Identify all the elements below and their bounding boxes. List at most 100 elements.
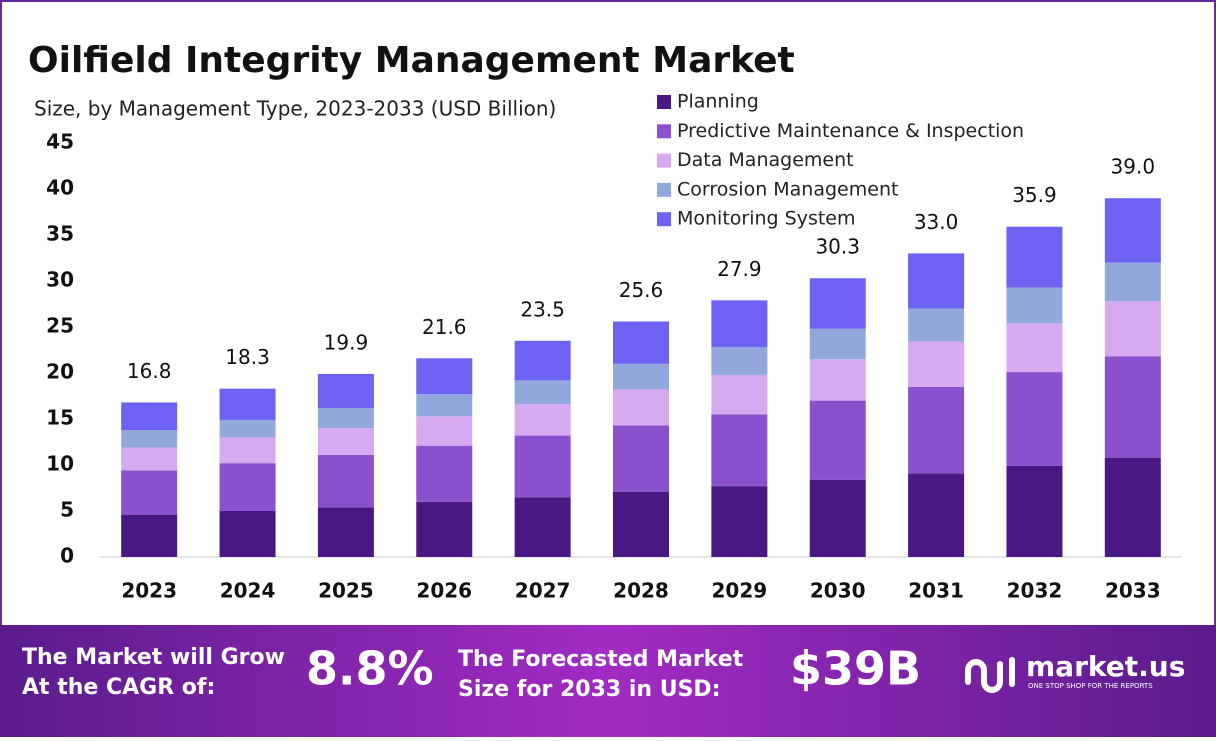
x-tick-label: 2032 [1007,579,1063,603]
bar-segment [416,501,473,557]
bar-segment [613,425,669,492]
total-label: 19.9 [324,330,369,354]
total-label: 16.8 [127,359,172,383]
bar-segment [1006,372,1063,466]
bar-segment [416,445,473,502]
bar-segment [514,435,571,498]
legend-label: Data Management [677,149,854,171]
bar-segment [219,463,276,511]
y-tick-label: 30 [46,268,74,292]
bar-segment [317,407,374,429]
bar-segment [1006,323,1063,373]
logo-icon [965,657,1015,693]
bar-segment [416,394,473,417]
bar-segment [317,454,374,508]
bar-segment [1104,457,1161,557]
x-tick-label: 2030 [810,579,866,603]
total-label: 33.0 [914,210,959,234]
bar-segment [121,447,178,471]
chart-title: Oilfield Integrity Management Market [28,40,795,81]
y-tick-label: 10 [46,452,74,476]
banner-text: The Forecasted Market [458,647,744,672]
banner-text: Size for 2033 in USD: [458,677,721,702]
bar-segment [711,414,768,487]
bar-segment [1006,287,1063,324]
bar-segment [416,416,473,446]
total-label: 25.6 [619,278,664,302]
bar-segment [121,514,178,557]
bar-segment [908,341,965,387]
y-tick-label: 5 [60,498,74,522]
y-tick-label: 20 [46,360,74,384]
total-label: 18.3 [225,345,270,369]
legend-swatch [657,124,671,139]
bar-segment [1104,262,1161,302]
brand: market.us [1026,650,1185,683]
plot: 051015202530354045202316.8202418.3202519… [46,91,1182,603]
bar-segment [1104,356,1161,458]
chart-subtitle: Size, by Management Type, 2023-2033 (USD… [34,97,556,121]
bar-segment [219,388,276,420]
bar-segment [317,373,374,408]
bar-segment [613,363,669,390]
bar-segment [514,497,571,557]
x-tick-label: 2025 [318,579,374,603]
bar-segment [317,428,374,455]
total-label: 39.0 [1111,155,1156,179]
bar-segment [809,479,866,557]
bar-segment [908,253,965,309]
x-tick-label: 2023 [121,579,177,603]
bar-segment [613,321,669,364]
legend-swatch [657,182,671,197]
banner-text: The Market will Grow [22,645,285,670]
total-label: 21.6 [422,315,467,339]
tagline: ONE STOP SHOP FOR THE REPORTS [1028,682,1153,690]
bar-segment [121,402,178,431]
banner-value: 8.8% [306,642,434,696]
y-tick-label: 15 [46,406,74,430]
bar-segment [711,486,768,557]
x-tick-label: 2033 [1105,579,1161,603]
bar-segment [809,278,866,329]
legend-swatch [657,95,671,109]
bar-segment [121,430,178,448]
bar-segment [1104,301,1161,357]
y-tick-label: 0 [60,544,74,568]
total-label: 27.9 [717,257,762,281]
bar-segment [711,347,768,375]
bar-segment [219,437,276,464]
bar-segment [1104,198,1161,263]
x-tick-label: 2026 [416,579,472,603]
bar-segment [1006,226,1063,288]
legend-label: Predictive Maintenance & Inspection [677,120,1024,142]
bar-segment [514,340,571,381]
bar-segment [908,473,965,557]
bar-segment [711,374,768,415]
bar-segment [809,359,866,401]
bar-segment [1006,465,1063,557]
total-label: 23.5 [520,297,565,321]
x-tick-label: 2028 [613,579,669,603]
bar-segment [121,470,178,515]
bar-segment [613,389,669,426]
legend-swatch [657,153,671,168]
total-label: 30.3 [815,235,860,259]
legend-swatch [657,212,671,227]
x-tick-label: 2029 [712,579,768,603]
bar-segment [711,300,768,348]
x-tick-label: 2024 [220,579,276,603]
bar-segment [317,507,374,557]
legend-label: Planning [677,91,759,113]
x-tick-label: 2027 [515,579,571,603]
bar-segment [514,404,571,436]
y-tick-label: 45 [46,130,74,154]
bar-segment [219,511,276,557]
bar-segment [416,358,473,395]
bar-segment [908,308,965,342]
y-tick-label: 40 [46,176,74,200]
total-label: 35.9 [1012,183,1057,207]
y-tick-label: 25 [46,314,74,338]
banner-value: $39B [790,642,921,696]
